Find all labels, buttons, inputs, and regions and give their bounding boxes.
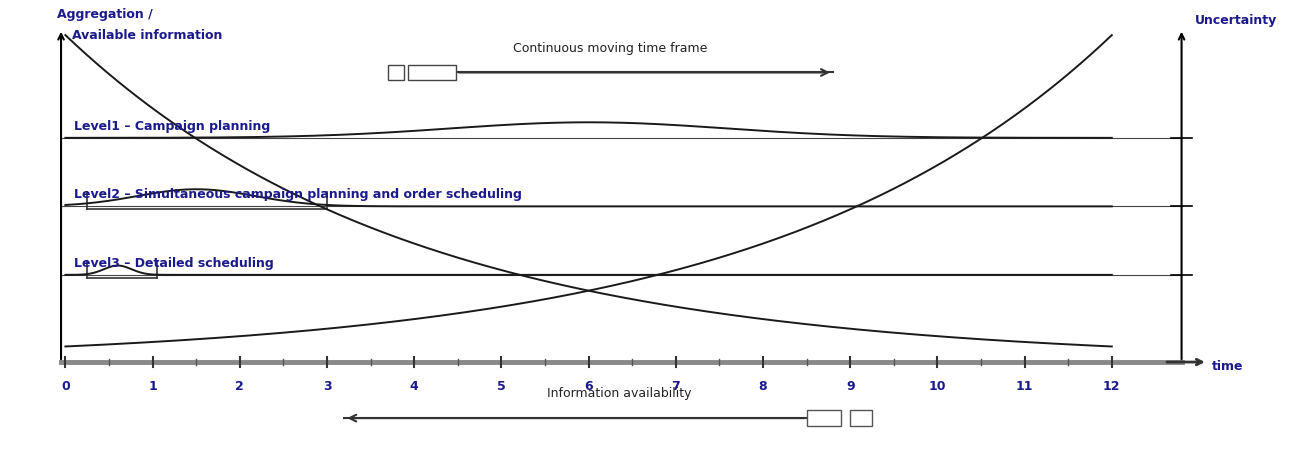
- Text: 9: 9: [846, 379, 854, 392]
- Text: 12: 12: [1103, 379, 1121, 392]
- Text: 1: 1: [148, 379, 157, 392]
- Text: Available information: Available information: [72, 29, 222, 42]
- Bar: [807, 410, 841, 426]
- Text: 8: 8: [759, 379, 768, 392]
- Text: Continuous moving time frame: Continuous moving time frame: [513, 42, 708, 55]
- Text: 3: 3: [323, 379, 331, 392]
- Text: Aggregation /: Aggregation /: [56, 8, 153, 20]
- Text: Level1 – Campaign planning: Level1 – Campaign planning: [75, 119, 271, 133]
- Text: Level2 – Simultaneous campaign planning and order scheduling: Level2 – Simultaneous campaign planning …: [75, 188, 522, 201]
- Text: 11: 11: [1016, 379, 1033, 392]
- Bar: [388, 66, 404, 81]
- Text: 10: 10: [929, 379, 946, 392]
- Text: Uncertainty: Uncertainty: [1194, 14, 1277, 27]
- Text: 2: 2: [235, 379, 245, 392]
- Text: 0: 0: [61, 379, 69, 392]
- Text: 6: 6: [585, 379, 593, 392]
- Text: Information availability: Information availability: [547, 387, 692, 399]
- Text: 5: 5: [497, 379, 506, 392]
- Text: time: time: [1213, 359, 1244, 372]
- Bar: [850, 410, 872, 426]
- Bar: [408, 66, 456, 81]
- Text: 4: 4: [409, 379, 419, 392]
- Text: Level3 – Detailed scheduling: Level3 – Detailed scheduling: [75, 257, 273, 269]
- Text: 7: 7: [671, 379, 680, 392]
